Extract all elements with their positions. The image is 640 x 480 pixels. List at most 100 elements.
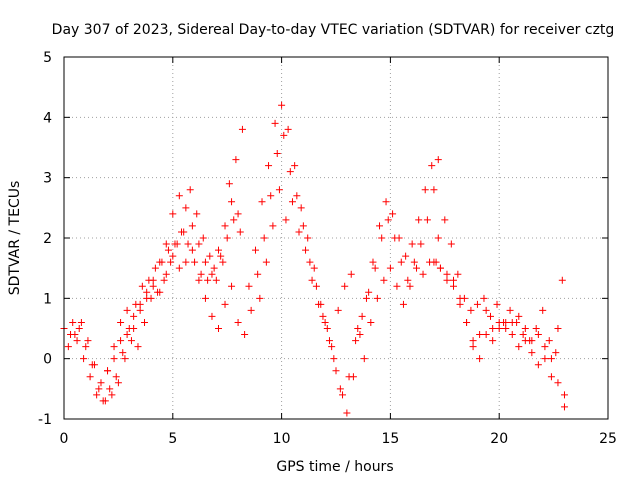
data-point-track-e bbox=[323, 325, 331, 332]
axis-ticks bbox=[63, 56, 609, 420]
data-point-track-j bbox=[476, 355, 484, 363]
y-tick-label: 4 bbox=[43, 110, 52, 126]
grid bbox=[64, 57, 608, 419]
data-point-track-a bbox=[223, 234, 231, 242]
data-point-track-d bbox=[136, 306, 144, 314]
data-point-track-e bbox=[362, 294, 370, 302]
data-point-track-f bbox=[417, 240, 425, 248]
data-point-track-b bbox=[77, 318, 85, 326]
data-point-track-b bbox=[130, 312, 138, 320]
data-point-track-g bbox=[406, 282, 414, 290]
data-point-track-d bbox=[195, 276, 203, 284]
data-point-track-f bbox=[286, 168, 294, 176]
data-point-track-c bbox=[147, 294, 155, 302]
y-tick-label: 3 bbox=[43, 171, 52, 187]
data-point-track-h bbox=[443, 270, 451, 278]
data-point-track-j bbox=[463, 318, 471, 326]
data-point-track-e bbox=[271, 119, 279, 127]
data-point-track-f bbox=[319, 312, 327, 320]
data-point-track-i bbox=[519, 331, 527, 339]
data-point-track-c bbox=[69, 318, 77, 326]
data-point-track-c bbox=[127, 337, 135, 345]
data-point-track-b bbox=[182, 204, 190, 212]
data-point-track-i bbox=[454, 270, 462, 278]
data-point-track-g bbox=[295, 228, 303, 236]
x-tick-label: 5 bbox=[168, 431, 177, 447]
data-point-track-f bbox=[273, 150, 281, 158]
data-point-track-g bbox=[360, 355, 368, 363]
data-point-track-a bbox=[191, 258, 199, 266]
data-point-track-j bbox=[515, 343, 523, 351]
chart-title: Day 307 of 2023, Sidereal Day-to-day VTE… bbox=[52, 22, 615, 38]
data-point-track-g bbox=[413, 264, 421, 272]
data-point-track-g bbox=[393, 282, 401, 290]
data-point-track-d bbox=[208, 312, 216, 320]
data-point-track-e bbox=[251, 246, 259, 254]
data-point-track-h bbox=[534, 331, 542, 339]
data-point-track-e bbox=[278, 101, 286, 109]
data-point-track-c bbox=[173, 240, 181, 248]
data-point-track-d bbox=[156, 288, 164, 296]
data-point-track-d bbox=[110, 355, 118, 363]
data-point-track-h bbox=[469, 337, 477, 345]
x-tick-labels: 0 5 10 15 20 25 bbox=[60, 431, 617, 447]
data-point-track-f bbox=[306, 258, 314, 266]
data-point-track-a bbox=[164, 246, 172, 254]
data-point-track-f bbox=[345, 373, 353, 381]
data-point-track-a bbox=[184, 240, 192, 248]
data-point-track-g bbox=[341, 282, 349, 290]
data-point-track-b bbox=[149, 282, 157, 290]
data-point-track-a bbox=[138, 282, 146, 290]
data-point-track-d bbox=[123, 331, 131, 339]
data-point-track-b bbox=[195, 240, 203, 248]
data-point-track-d bbox=[149, 276, 157, 284]
data-point-track-e bbox=[336, 385, 344, 393]
data-point-track-f bbox=[299, 222, 307, 230]
data-point-track-b bbox=[234, 210, 242, 218]
data-point-track-f bbox=[254, 270, 262, 278]
data-point-track-d bbox=[241, 331, 249, 339]
data-point-track-d bbox=[214, 325, 222, 332]
data-point-track-c bbox=[134, 343, 142, 351]
data-point-track-a bbox=[86, 373, 94, 381]
data-point-track-a bbox=[217, 252, 225, 260]
data-point-track-h bbox=[547, 355, 555, 363]
data-point-track-g bbox=[367, 318, 375, 326]
data-point-track-e bbox=[284, 125, 292, 133]
data-point-track-j bbox=[436, 264, 444, 272]
data-point-track-g bbox=[321, 318, 329, 326]
data-point-track-g bbox=[302, 246, 310, 254]
x-tick-label: 10 bbox=[273, 431, 291, 447]
data-point-track-g bbox=[419, 270, 427, 278]
data-point-track-c bbox=[114, 379, 122, 387]
data-point-track-d bbox=[143, 288, 151, 296]
data-point-track-c bbox=[238, 125, 246, 133]
data-point-track-j bbox=[495, 325, 503, 332]
data-point-track-f bbox=[352, 337, 360, 345]
data-point-track-a bbox=[73, 337, 81, 345]
data-point-track-d bbox=[130, 325, 138, 332]
data-point-track-e bbox=[304, 234, 312, 242]
data-point-track-e bbox=[291, 162, 299, 170]
data-point-track-e bbox=[402, 252, 410, 260]
data-point-track-g bbox=[269, 222, 277, 230]
data-point-track-d bbox=[104, 367, 112, 375]
data-point-track-g bbox=[256, 294, 264, 302]
data-point-track-i bbox=[493, 300, 501, 308]
data-point-track-g bbox=[262, 258, 270, 266]
data-point-track-j bbox=[547, 373, 555, 381]
data-point-track-j bbox=[489, 337, 497, 345]
data-point-track-c bbox=[75, 325, 83, 332]
data-point-track-e bbox=[369, 258, 377, 266]
data-point-track-b bbox=[97, 379, 105, 387]
y-tick-labels: -1 0 1 2 3 4 5 bbox=[38, 50, 52, 428]
data-point-track-f bbox=[267, 192, 275, 200]
data-point-track-d bbox=[169, 252, 177, 260]
data-point-track-g bbox=[386, 264, 394, 272]
data-point-track-d bbox=[117, 337, 125, 345]
data-point-track-c bbox=[82, 343, 90, 351]
data-point-track-g bbox=[373, 294, 381, 302]
data-point-track-b bbox=[136, 300, 144, 308]
data-point-track-b bbox=[162, 240, 170, 248]
data-point-track-d bbox=[221, 300, 229, 308]
